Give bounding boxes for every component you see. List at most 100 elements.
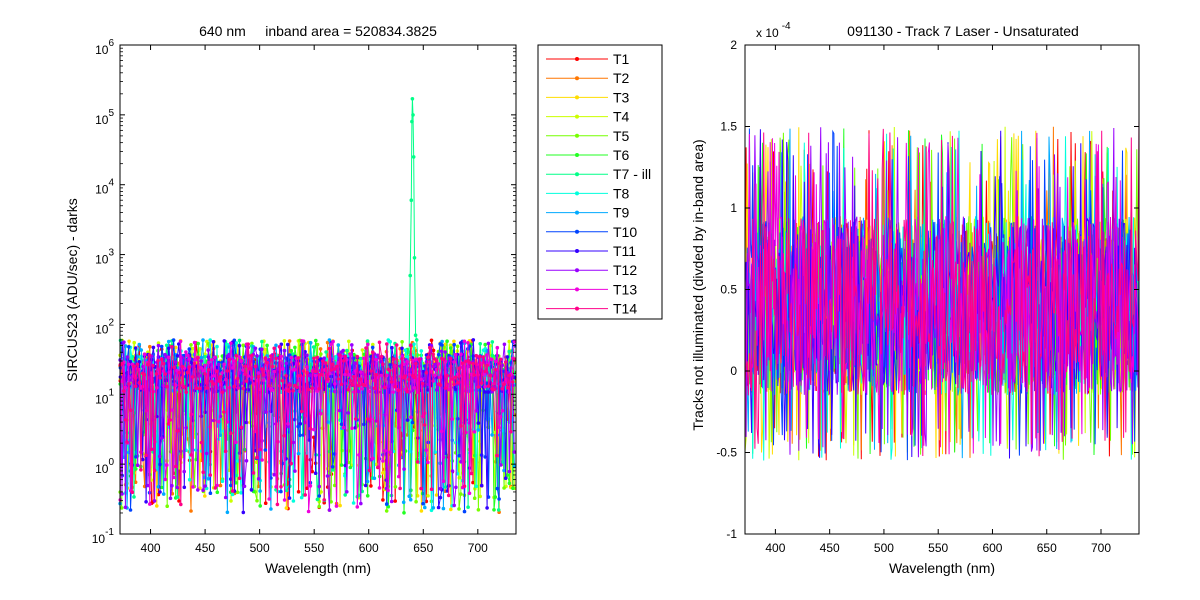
- left-x-tick-label: 600: [359, 541, 379, 555]
- left-series-point: [462, 339, 467, 344]
- legend-marker: [575, 268, 579, 273]
- left-series-point: [455, 417, 460, 421]
- left-series-point: [211, 374, 216, 378]
- left-series-point: [241, 368, 245, 372]
- left-series-point: [502, 382, 507, 387]
- legend-entry: T11: [546, 243, 636, 259]
- left-series-point: [405, 389, 410, 394]
- left-series-point: [483, 384, 487, 389]
- left-series-point: [122, 340, 126, 345]
- left-series-point: [453, 352, 458, 357]
- left-series-point: [359, 356, 363, 361]
- left-series-point: [410, 119, 414, 124]
- left-series-point: [229, 341, 233, 346]
- left-series-point: [213, 486, 218, 490]
- left-series-point: [258, 489, 262, 493]
- left-series-point: [327, 449, 332, 454]
- left-series-point: [196, 488, 200, 492]
- left-series-point: [507, 373, 512, 378]
- left-series-point: [288, 383, 292, 388]
- left-series-point: [229, 499, 233, 503]
- left-series-point: [389, 380, 394, 384]
- legend-marker: [575, 210, 579, 215]
- left-series-point: [471, 480, 475, 485]
- left-series-point: [389, 499, 394, 504]
- left-series-point: [512, 357, 517, 361]
- left-series-point: [313, 471, 318, 476]
- left-series-point: [242, 484, 247, 489]
- left-series-point: [338, 503, 342, 508]
- left-series-point: [390, 345, 394, 350]
- left-series-point: [246, 342, 250, 347]
- left-series-point: [234, 440, 238, 445]
- left-series-point: [218, 414, 223, 419]
- left-series-point: [358, 377, 363, 381]
- left-series-point: [326, 377, 330, 381]
- legend-entry: T12: [546, 262, 637, 278]
- left-series-point: [450, 377, 455, 381]
- right-y-tick-label: 1.5: [720, 120, 737, 134]
- left-series-point: [481, 355, 486, 359]
- right-y-scale-note: x 10 -4: [756, 21, 791, 40]
- left-series-point: [498, 415, 503, 419]
- left-series-point: [343, 381, 348, 386]
- left-series-point: [211, 340, 216, 344]
- legend-label: T13: [613, 281, 637, 297]
- left-series-point: [232, 359, 236, 363]
- left-series-point: [189, 453, 193, 457]
- left-x-tick-label: 500: [250, 541, 270, 555]
- left-series-point: [133, 346, 138, 350]
- left-series-point: [431, 352, 435, 357]
- left-series-point: [414, 499, 418, 504]
- left-series-point: [507, 349, 512, 354]
- left-series-point: [357, 389, 361, 394]
- right-x-tick-label: 500: [874, 541, 894, 555]
- left-series-point: [338, 353, 342, 358]
- left-series-point: [175, 354, 180, 358]
- left-series-point: [423, 505, 427, 510]
- legend-label: T6: [613, 147, 630, 163]
- left-series-point: [452, 342, 457, 347]
- legend-entry: T14: [546, 301, 637, 317]
- left-series-point: [365, 479, 370, 484]
- left-series-point: [341, 425, 346, 430]
- left-series-point: [165, 384, 169, 389]
- left-y-tick-base: 10: [95, 462, 109, 476]
- left-series-point: [296, 424, 301, 429]
- left-y-tick-label: 105: [95, 108, 114, 127]
- left-series-point: [507, 339, 512, 344]
- left-series-point: [510, 380, 515, 384]
- left-series-point: [211, 382, 216, 386]
- left-series-point: [210, 379, 214, 384]
- left-series-point: [151, 345, 156, 350]
- left-series-point: [164, 343, 169, 348]
- left-series-point: [345, 490, 349, 494]
- left-series-point: [455, 344, 460, 349]
- left-series-point: [174, 464, 178, 469]
- left-series-point: [334, 364, 339, 369]
- left-series-point: [443, 485, 448, 489]
- left-series-point: [230, 492, 235, 497]
- left-series-point: [269, 476, 273, 480]
- left-series-point: [156, 341, 161, 345]
- left-series-point: [142, 372, 147, 377]
- left-series-point: [128, 359, 133, 364]
- left-series-point: [424, 370, 429, 375]
- legend-marker: [575, 76, 579, 81]
- left-series-point: [250, 353, 254, 358]
- left-series-point: [125, 440, 129, 444]
- left-series-point: [156, 358, 160, 363]
- left-series-point: [357, 453, 361, 457]
- left-series-point: [443, 350, 448, 354]
- left-series-point: [313, 369, 318, 374]
- left-series-point: [189, 360, 194, 365]
- left-series-point: [190, 375, 195, 379]
- legend-entry: T10: [546, 224, 637, 240]
- left-series-point: [472, 373, 477, 377]
- left-series-point: [409, 415, 413, 420]
- left-series-point: [173, 360, 178, 364]
- right-x-tick-label: 450: [820, 541, 840, 555]
- left-series-point: [229, 477, 233, 481]
- left-series-point: [327, 384, 332, 388]
- left-series-point: [151, 363, 155, 368]
